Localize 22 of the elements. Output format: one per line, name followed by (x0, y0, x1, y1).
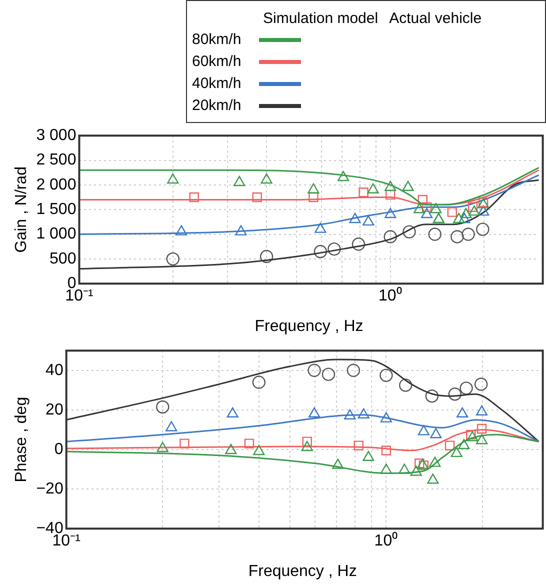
legend-title: Simulation model (262, 9, 380, 28)
legend-label: 60km/h (191, 52, 242, 72)
legend-label: 40km/h (191, 74, 242, 94)
x-tick-label: 10⁰ (374, 532, 398, 550)
y-tick-label: 0 (54, 440, 64, 458)
x-axis-title: Frequency , Hz (248, 562, 357, 580)
y-tick-label: 2 000 (36, 176, 76, 194)
y-tick-label: 2 500 (36, 152, 76, 169)
legend-label: 20km/h (191, 96, 242, 116)
y-tick-label: 3 000 (36, 127, 76, 144)
x-tick-label: 10⁰ (378, 286, 402, 305)
y-tick-label: 1 000 (36, 226, 76, 243)
y-tick-label: 40 (46, 362, 64, 379)
y-axis-title: Gain , N/rad (13, 166, 30, 253)
y-tick-label: 500 (50, 250, 76, 268)
legend-label: 80km/h (191, 30, 242, 50)
y-tick-label: 20 (46, 401, 64, 418)
text: Actual vehicle (388, 9, 483, 28)
y-tick-label: 1 500 (36, 201, 76, 218)
y-axis-title: Phase , deg (13, 396, 30, 482)
y-tick-label: −20 (36, 480, 64, 498)
x-axis-title: Frequency , Hz (254, 318, 364, 335)
